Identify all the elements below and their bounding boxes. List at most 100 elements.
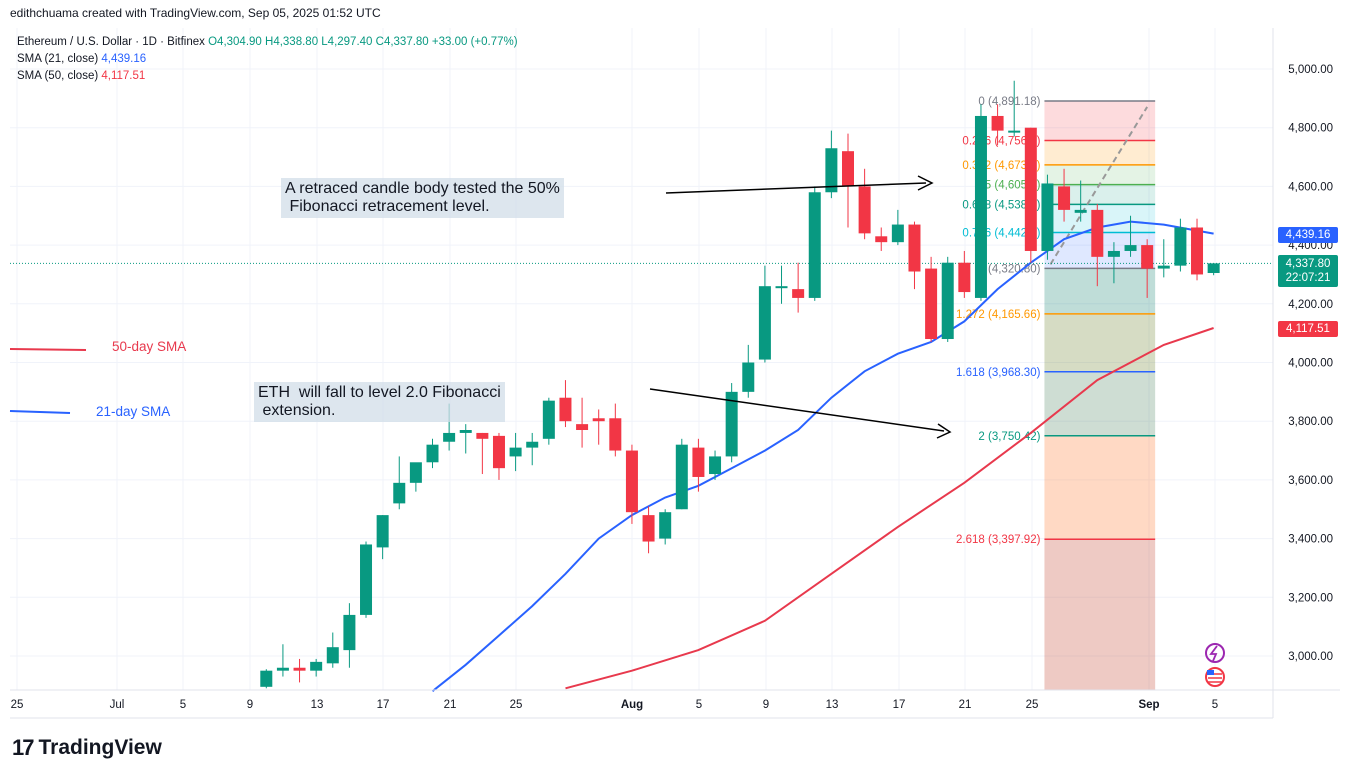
candle: [509, 432, 522, 472]
candle-body: [908, 224, 921, 272]
sma50-price-tag: 4,117.51: [1278, 321, 1338, 337]
y-tick-label: 4,600.00: [1288, 181, 1333, 193]
ohlc-values: O4,304.90 H4,338.80 L4,297.40 C4,337.80 …: [208, 36, 518, 48]
candle: [792, 262, 805, 313]
fib-band: [1044, 435, 1156, 540]
fib-band: [1044, 268, 1156, 314]
candles: [260, 80, 1220, 689]
candle: [625, 444, 638, 524]
candle-body: [974, 115, 987, 298]
x-tick-label: 13: [311, 699, 324, 711]
candle-body: [409, 462, 422, 483]
candle-body: [1157, 265, 1170, 269]
sma21-label: SMA (21, close): [17, 53, 99, 65]
fib-level-label: 0.5 (4,605.9): [975, 180, 1040, 192]
candle: [542, 397, 555, 445]
candle: [559, 380, 572, 428]
arrow-top-shaft: [665, 182, 927, 194]
x-tick-label: 25: [510, 699, 523, 711]
fib-band: [1044, 371, 1156, 436]
fib-level-label: 1.272 (4,165.66): [956, 309, 1041, 321]
candle: [858, 168, 871, 240]
candle: [360, 541, 373, 618]
candle-body: [758, 286, 771, 360]
candle: [609, 403, 622, 457]
sma50-value: 4,117.51: [101, 70, 146, 82]
sma21-price-tag: 4,439.16: [1278, 227, 1338, 243]
candle: [1107, 242, 1120, 284]
candle-body: [426, 444, 439, 463]
fib-level-label: 1 (4,320.80): [978, 263, 1040, 275]
candle-body: [1058, 186, 1071, 210]
candle: [260, 669, 273, 689]
candle: [1008, 80, 1021, 137]
x-tick-label: 5: [180, 699, 186, 711]
last-price-tag: 4,337.80 22:07:21: [1278, 255, 1338, 287]
candle-body: [509, 447, 522, 457]
candle-body: [725, 391, 738, 457]
x-tick-label: 9: [763, 699, 769, 711]
candle: [476, 432, 489, 475]
candle: [459, 424, 472, 454]
legend-sma21-row[interactable]: SMA (21, close) 4,439.16: [17, 51, 518, 68]
candle-body: [492, 435, 505, 469]
candle-body: [642, 515, 655, 542]
x-tick-label: 21: [444, 699, 457, 711]
candle: [393, 456, 406, 510]
candle: [925, 256, 938, 342]
candle-body: [742, 362, 755, 392]
fib-band: [1044, 164, 1156, 185]
sma21-legend-stroke: [9, 410, 71, 414]
moving-averages: [9, 220, 1273, 692]
candle-body: [925, 268, 938, 340]
candle-body: [692, 447, 705, 477]
candle: [1191, 218, 1204, 281]
note-fib-retracement[interactable]: A retraced candle body tested the 50% Fi…: [281, 178, 564, 218]
candle: [310, 658, 323, 677]
candle-body: [1074, 209, 1087, 213]
brand-name: TradingView: [38, 736, 162, 759]
candle: [526, 432, 539, 466]
bar-countdown: 22:07:21: [1285, 272, 1331, 284]
candle: [958, 250, 971, 298]
candle-body: [1141, 245, 1154, 269]
tradingview-logo[interactable]: 17 TradingView: [12, 735, 162, 761]
y-tick-label: 4,200.00: [1288, 299, 1333, 311]
sma50-side-label: 50-day SMA: [112, 339, 187, 354]
candle-body: [858, 186, 871, 234]
lightning-icon: [1205, 643, 1225, 663]
legend-sma50-row[interactable]: SMA (50, close) 4,117.51: [17, 68, 518, 85]
y-tick-label: 3,400.00: [1288, 534, 1333, 546]
x-tick-label: Aug: [621, 699, 643, 711]
candle: [808, 186, 821, 301]
candle: [426, 438, 439, 469]
corner-icons[interactable]: [1205, 643, 1225, 687]
legend-symbol-row[interactable]: Ethereum / U.S. Dollar · 1D · Bitfinex O…: [17, 34, 518, 51]
candle-body: [293, 667, 306, 671]
fib-level-label: 1.618 (3,968.30): [956, 367, 1041, 379]
candle-body: [1191, 227, 1204, 275]
candle: [1207, 263, 1220, 276]
x-tick-label: 21: [959, 699, 972, 711]
candle: [343, 603, 356, 668]
fib-band: [1044, 313, 1156, 372]
candle-body: [1124, 245, 1137, 251]
candle: [875, 227, 888, 251]
arrow-bottom-shaft: [649, 388, 945, 432]
candle-body: [526, 441, 539, 448]
candle-body: [991, 115, 1004, 131]
sma50-line: [565, 327, 1214, 690]
candle: [576, 397, 589, 448]
note-fib-extension[interactable]: ETH will fall to level 2.0 Fibonacci ext…: [254, 382, 505, 422]
candle-body: [459, 430, 472, 433]
candle-body: [1024, 127, 1037, 251]
candle: [675, 438, 688, 510]
candle: [742, 344, 755, 398]
x-tick-label: 17: [893, 699, 906, 711]
candle: [492, 432, 505, 480]
fib-level-label: 0 (4,891.18): [978, 96, 1040, 108]
candle-body: [443, 432, 456, 442]
x-tick-label: Sep: [1138, 699, 1159, 711]
candle: [293, 658, 306, 683]
